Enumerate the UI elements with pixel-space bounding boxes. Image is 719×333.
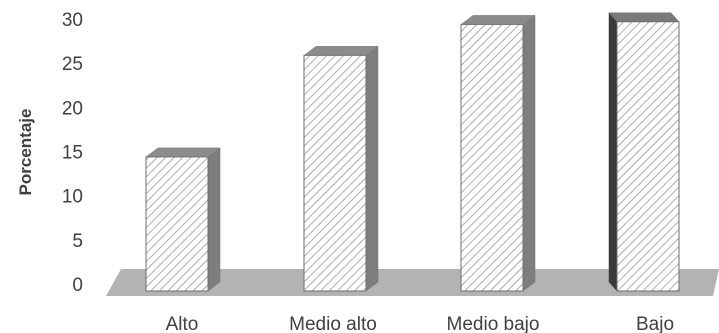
bars <box>145 12 680 292</box>
bar-side-face <box>365 45 379 292</box>
y-tick-label: 15 <box>62 143 83 164</box>
y-tick-label: 0 <box>72 275 83 296</box>
bar-front-face <box>303 54 367 292</box>
y-axis-ticks: 0 5 10 15 20 25 30 <box>62 10 83 296</box>
bar-top-face <box>608 12 680 23</box>
bar <box>303 45 379 292</box>
floor-plane <box>106 269 719 296</box>
bar-top-face <box>145 147 221 158</box>
bar-side-face <box>608 12 618 292</box>
y-tick-label: 25 <box>62 54 83 75</box>
bar-top-face <box>460 15 536 25</box>
y-tick-label: 10 <box>62 187 83 208</box>
x-axis-labels: Alto Medio alto Medio bajo Bajo <box>166 314 674 333</box>
x-category-label: Bajo <box>636 314 674 333</box>
y-axis-title-group: Porcentaje <box>16 109 35 196</box>
bar <box>460 14 536 292</box>
y-axis-title: Porcentaje <box>16 109 35 196</box>
bar <box>608 12 680 292</box>
y-tick-label: 30 <box>62 10 83 31</box>
y-tick-label: 20 <box>62 98 83 119</box>
y-tick-label: 5 <box>72 231 83 252</box>
bar-front-face <box>460 23 524 292</box>
bar-front-face <box>616 21 680 292</box>
bar-side-face <box>522 14 536 292</box>
x-category-label: Medio alto <box>289 314 377 333</box>
bar-front-face <box>145 156 209 292</box>
chart-floor <box>106 269 719 296</box>
bar-side-face <box>207 147 221 292</box>
x-category-label: Alto <box>166 314 199 333</box>
x-category-label: Medio bajo <box>447 314 540 333</box>
bar-top-face <box>303 46 379 56</box>
bar <box>145 147 221 292</box>
